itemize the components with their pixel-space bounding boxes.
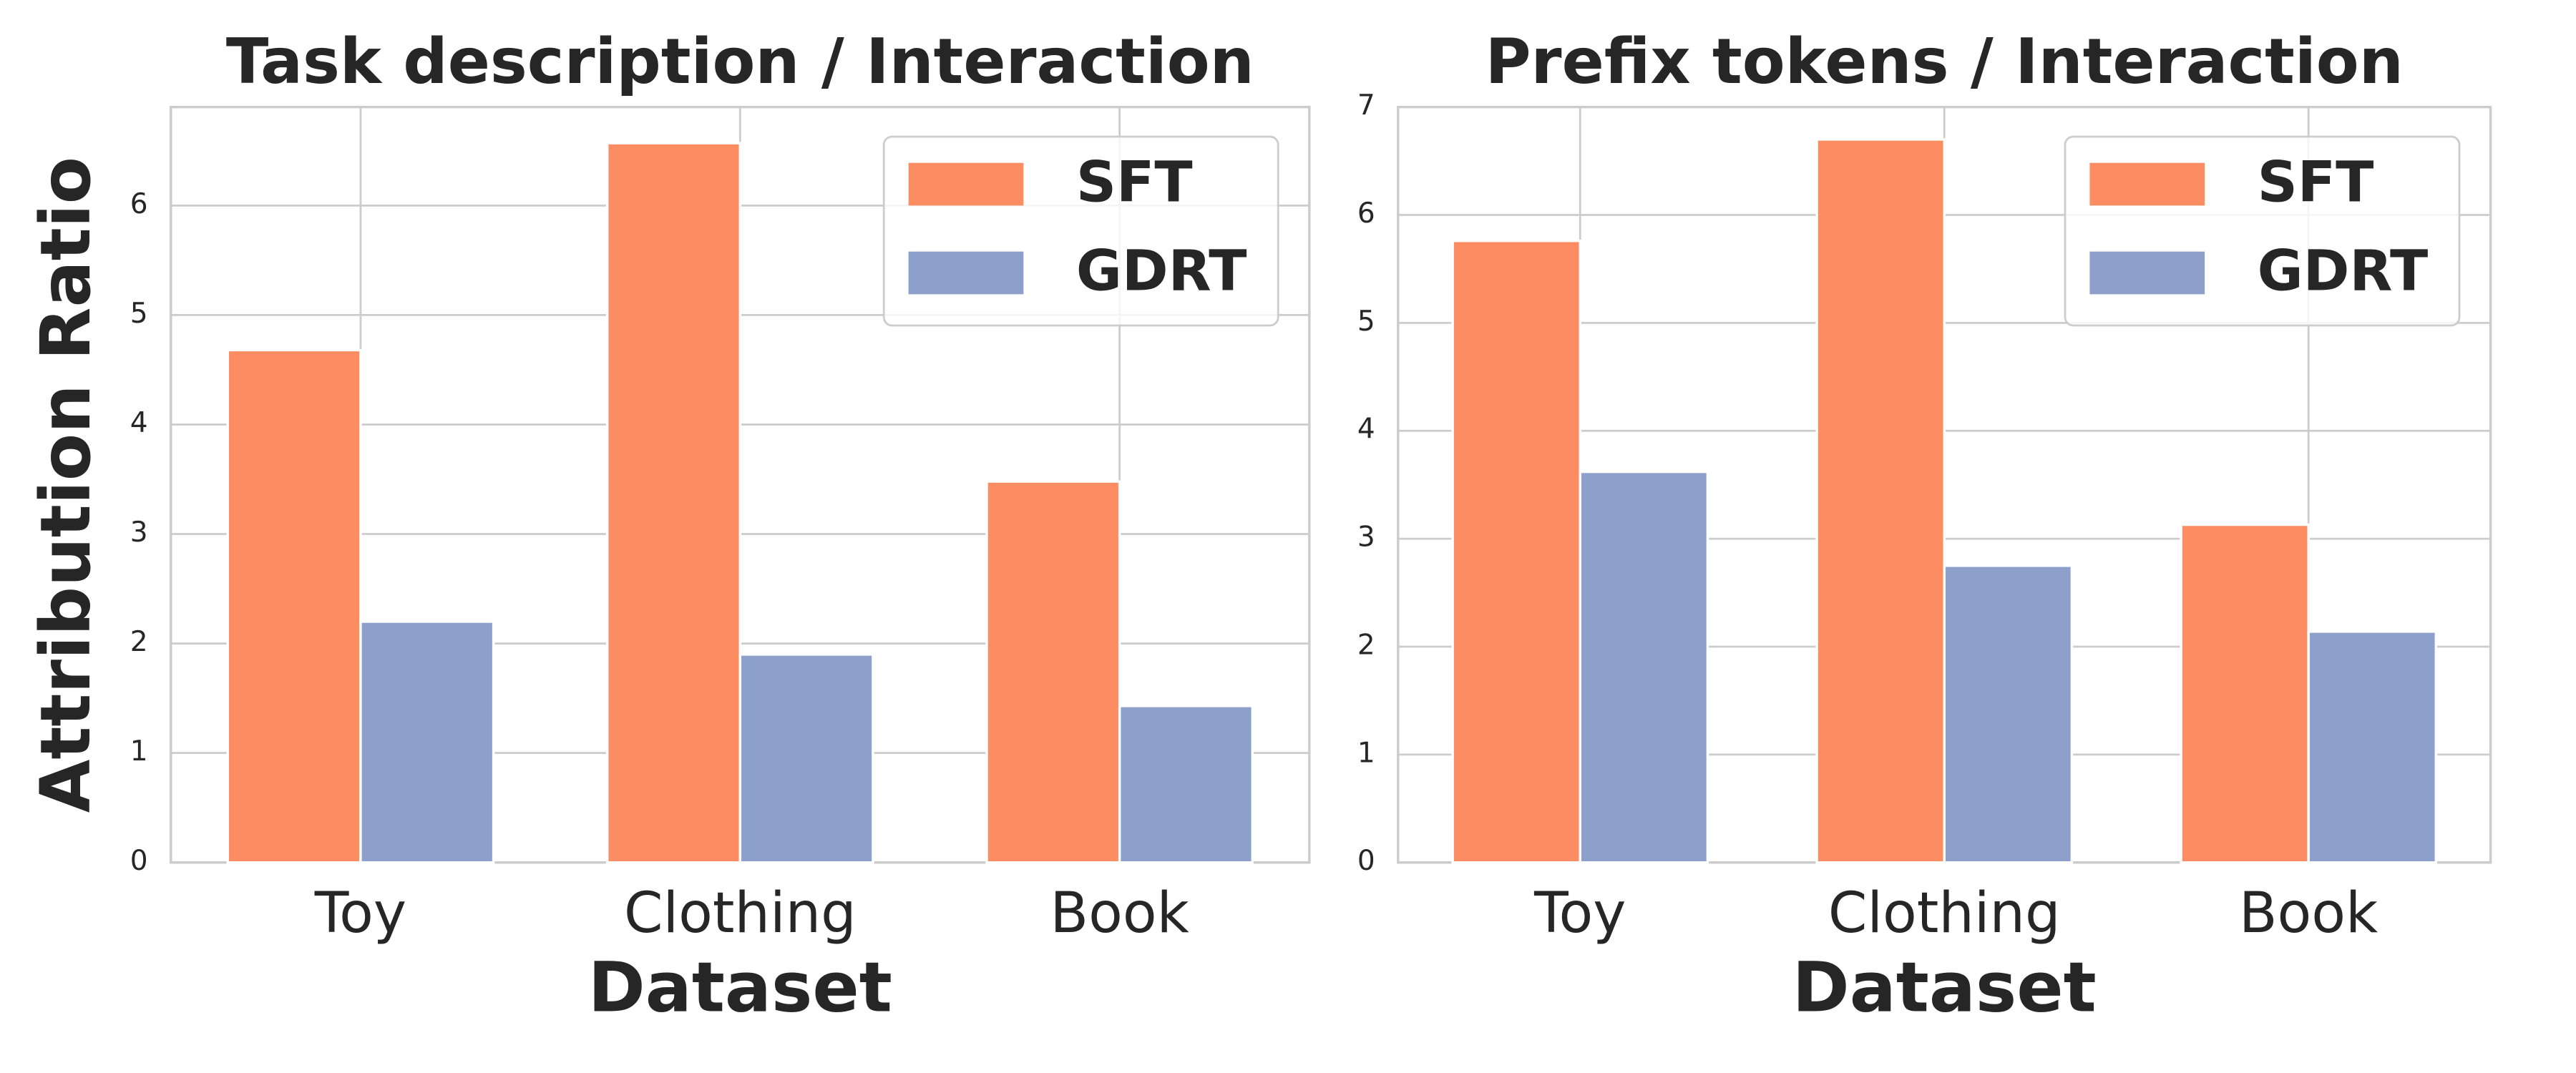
legend-swatch [2089, 162, 2205, 206]
y-tick-label: 2 [1357, 629, 1375, 661]
x-axis-label: Dataset [1792, 947, 2097, 1027]
legend-label: GDRT [1076, 239, 1247, 303]
y-tick-label: 5 [1357, 305, 1375, 338]
legend-label: GDRT [2258, 239, 2429, 303]
y-tick-label: 4 [130, 407, 148, 439]
x-tick-label: Toy [1533, 881, 1626, 946]
y-tick-label: 4 [1357, 413, 1375, 446]
x-tick-label: Book [1050, 881, 1189, 946]
bar [605, 142, 742, 864]
legend-swatch [908, 251, 1024, 295]
x-tick-label: Book [2239, 881, 2378, 946]
x-tick-label: Toy [314, 881, 406, 946]
y-tick-label: 6 [130, 188, 148, 220]
legend-label: SFT [1076, 150, 1193, 215]
bar [359, 620, 495, 864]
x-tick-label: Clothing [624, 881, 857, 946]
y-tick-label: 1 [1357, 737, 1375, 769]
bar [1815, 138, 1946, 864]
bar [1943, 564, 2074, 864]
y-tick-label: 0 [1357, 845, 1375, 877]
y-tick-label: 6 [1357, 197, 1375, 230]
legend-label: SFT [2258, 150, 2374, 215]
bar [226, 348, 362, 864]
bar [1118, 705, 1254, 864]
y-tick-label: 3 [130, 516, 148, 549]
y-tick-label: 7 [1357, 89, 1375, 122]
y-tick-label: 2 [130, 626, 148, 658]
x-axis-label: Dataset [588, 947, 892, 1027]
legend-swatch [908, 162, 1024, 206]
y-tick-label: 1 [130, 735, 148, 768]
y-tick-label: 3 [1357, 521, 1375, 554]
chart-title: Prefix tokens / Interaction [1485, 25, 2404, 98]
y-tick-label: 5 [130, 298, 148, 330]
bar [985, 480, 1121, 864]
y-axis-label: Attribution Ratio [26, 157, 106, 813]
x-tick-label: Clothing [1828, 881, 2061, 946]
y-tick-label: 0 [130, 845, 148, 877]
chart-title: Task description / Interaction [226, 25, 1254, 98]
bar [1579, 470, 1709, 864]
legend-swatch [2089, 251, 2205, 295]
bar [2180, 523, 2310, 864]
bar [1451, 239, 1582, 864]
bar [738, 653, 874, 864]
bar [2307, 630, 2437, 864]
